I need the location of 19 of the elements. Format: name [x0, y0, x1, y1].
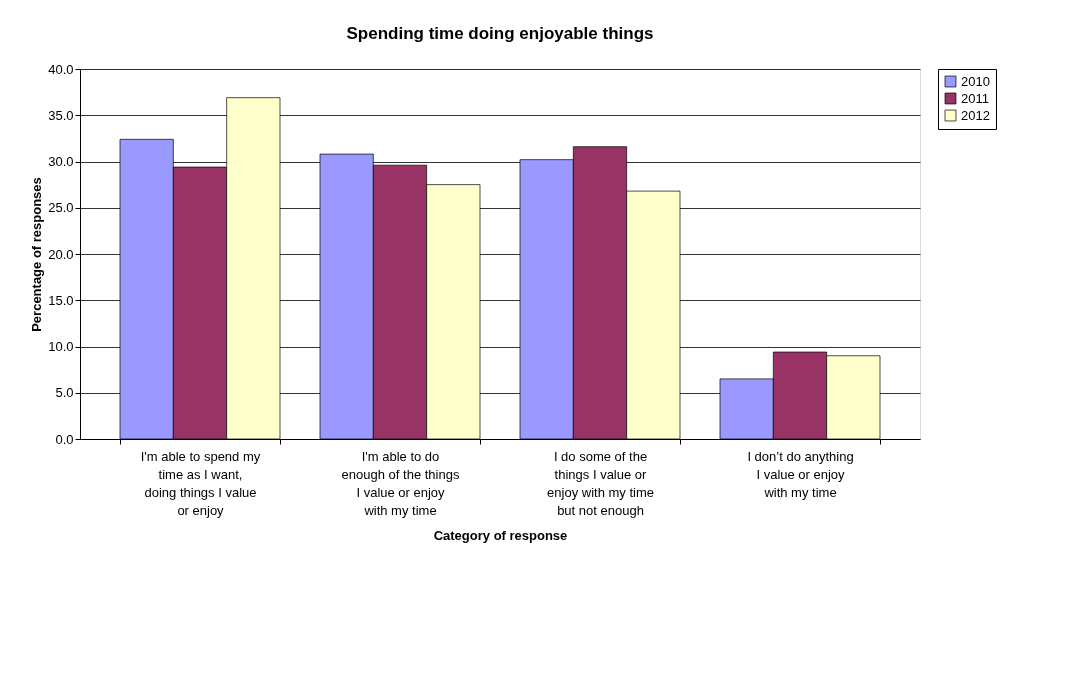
legend-label: 2010	[961, 73, 990, 89]
y-tick-label: 0.0	[55, 431, 74, 447]
y-tick-label: 35.0	[48, 107, 74, 123]
y-axis-title: Percentage of responses	[29, 177, 45, 332]
x-tick-label: I don’t do anything I value or enjoy with my time	[747, 448, 854, 500]
y-tick-label: 40.0	[48, 61, 74, 77]
x-tick-label: I do some of the things I value or enjoy with my time but not enough	[547, 448, 654, 518]
legend-label: 2012	[961, 107, 990, 123]
y-tick-label: 10.0	[48, 339, 74, 354]
x-axis-title: Category of response	[433, 527, 568, 543]
y-tick-label: 25.0	[48, 200, 74, 216]
y-tick-label: 20.0	[48, 246, 74, 262]
x-tick-label: I'm able to do enough of the things I value or enjoy with my time	[341, 448, 460, 518]
y-tick-label: 30.0	[48, 154, 74, 169]
legend-label: 2011	[961, 90, 989, 106]
y-tick-label: 5.0	[55, 385, 74, 401]
y-tick-label: 15.0	[48, 292, 74, 308]
chart-title: Spending time doing enjoyable things	[346, 24, 654, 43]
x-tick-label: I'm able to spend my time as I want, doing things I value or enjoy	[140, 448, 261, 518]
